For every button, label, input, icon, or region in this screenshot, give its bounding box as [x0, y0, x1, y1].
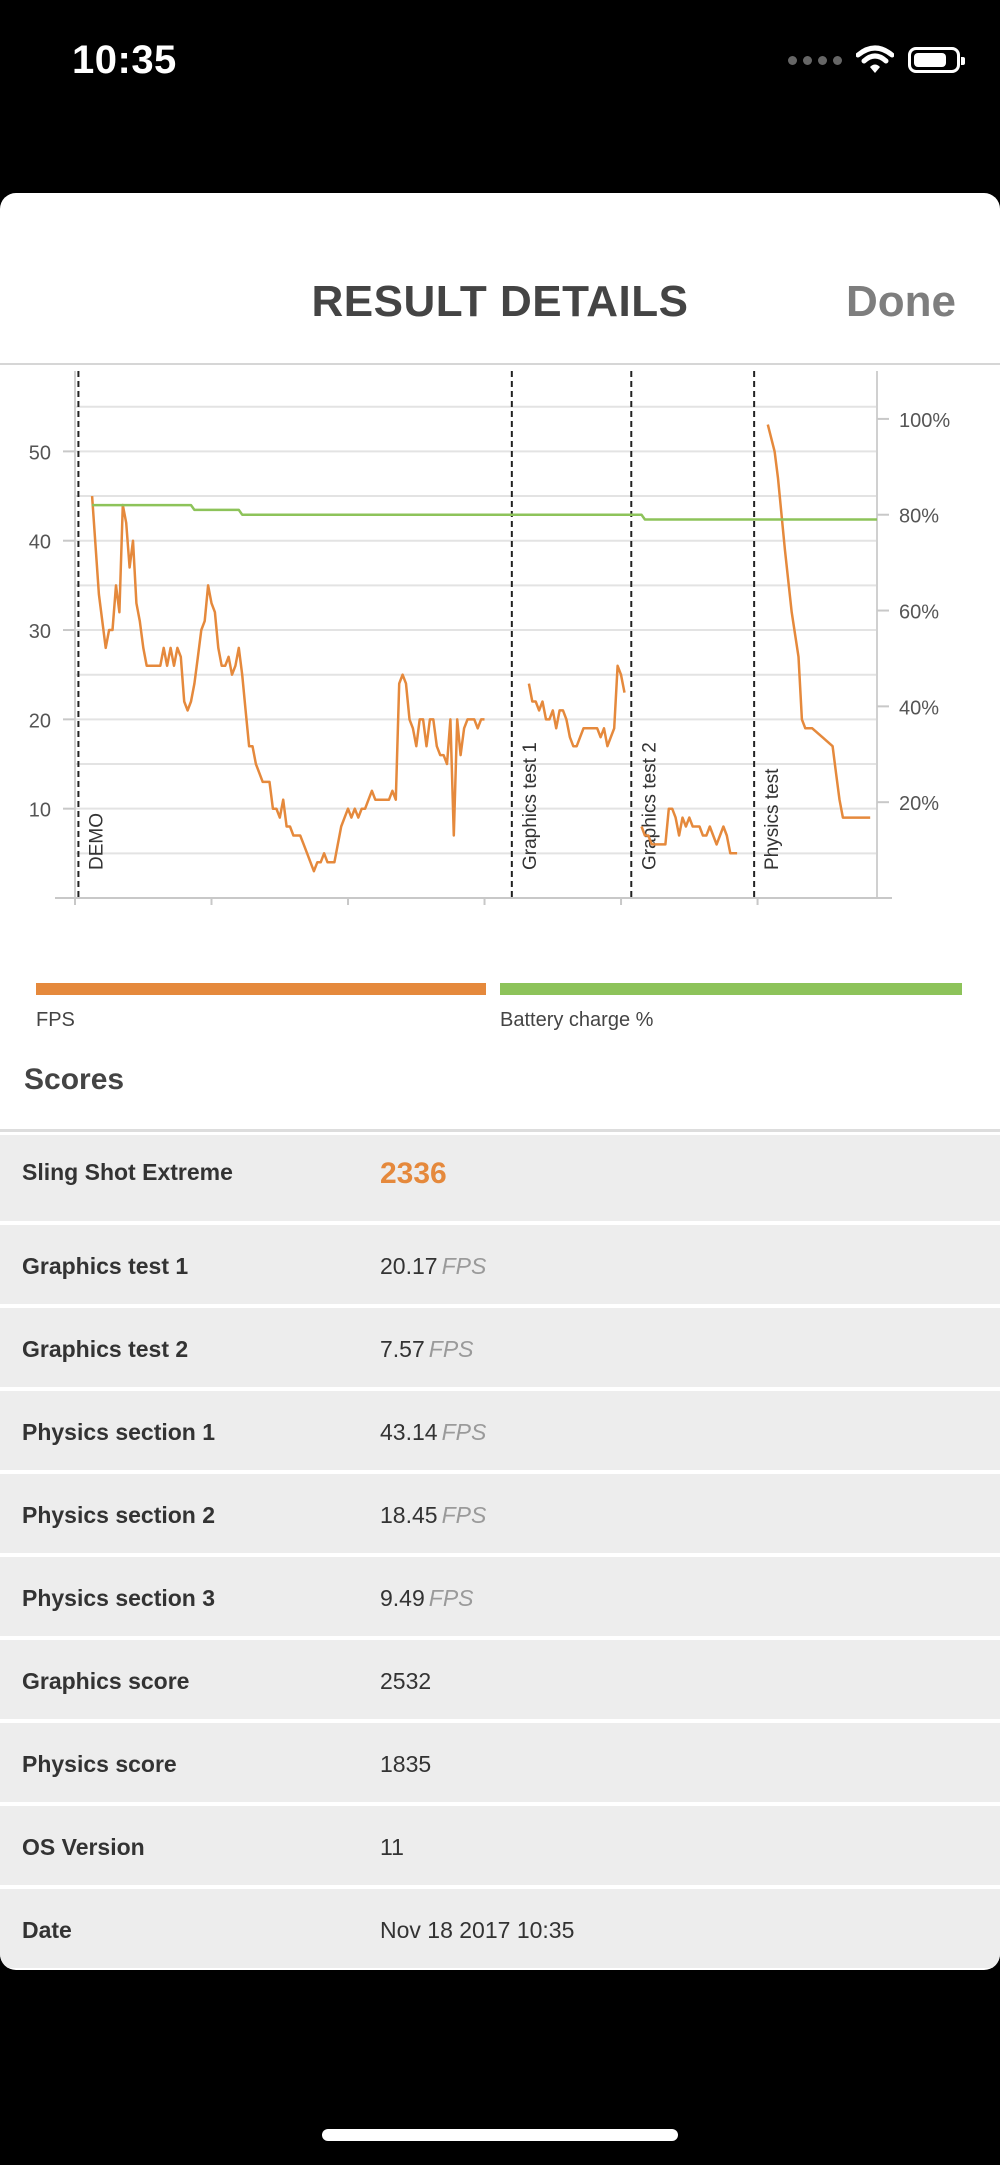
score-row: Graphics test 2 7.57 FPS	[0, 1308, 1000, 1387]
status-time: 10:35	[72, 38, 177, 82]
page-title: RESULT DETAILS	[311, 277, 689, 326]
fps-line	[90, 496, 485, 873]
fps-line	[527, 664, 626, 748]
battery-icon	[908, 47, 965, 73]
legend-battery-label: Battery charge %	[500, 1009, 654, 1031]
score-row: Physics section 2 18.45 FPS	[0, 1474, 1000, 1553]
legend-battery-swatch	[500, 983, 962, 995]
score-row: Physics score 1835	[0, 1723, 1000, 1802]
score-label: Date	[22, 1917, 72, 1943]
score-row: Graphics score 2532	[0, 1640, 1000, 1719]
legend-fps-label: FPS	[36, 1009, 75, 1031]
score-row: Date Nov 18 2017 10:35	[0, 1889, 1000, 1968]
fps-battery-chart: 102030405020%40%60%80%100%00:0000:4001:2…	[29, 371, 950, 905]
score-label: OS Version	[22, 1834, 145, 1860]
score-label: Physics section 1	[22, 1419, 216, 1445]
y-left-tick-label: 10	[29, 800, 51, 822]
score-row: OS Version 11	[0, 1806, 1000, 1885]
score-value: 11	[380, 1834, 404, 1860]
result-details-sheet: RESULT DETAILS Done 10 20 30 40 50 20% 40% 60% 8…	[0, 193, 1000, 1970]
score-label: Sling Shot Extreme	[22, 1159, 233, 1185]
cellular-signal-icon	[788, 55, 842, 65]
score-row: Physics section 1 43.14 FPS	[0, 1391, 1000, 1470]
y-left-tick-label: 50	[29, 442, 51, 464]
fps-line	[766, 424, 871, 819]
score-row: Physics section 3 9.49 FPS	[0, 1557, 1000, 1636]
chart-legend: FPS Battery charge %	[0, 983, 1000, 1043]
score-value: 1835	[380, 1751, 432, 1777]
done-button[interactable]: Done	[846, 277, 956, 326]
scores-divider	[0, 1129, 1000, 1132]
score-value: 2532	[380, 1668, 432, 1694]
legend-fps-swatch	[36, 983, 486, 995]
scores-table: Sling Shot Extreme 2336 Graphics test 1 …	[0, 1135, 1000, 1970]
fps-line	[640, 807, 738, 855]
section-label: DEMO	[86, 813, 107, 870]
wifi-icon	[856, 45, 894, 73]
score-label: Graphics test 2	[22, 1336, 189, 1362]
score-value: 7.57 FPS	[380, 1336, 474, 1362]
y-right-tick-label: 80%	[899, 506, 939, 528]
y-right-tick-label: 40%	[899, 697, 939, 719]
section-label: Physics test	[762, 768, 783, 870]
score-value: 18.45 FPS	[380, 1502, 487, 1528]
score-value: 9.49 FPS	[380, 1585, 474, 1611]
sheet-header: RESULT DETAILS Done	[0, 193, 1000, 365]
y-right-tick-label: 60%	[899, 602, 939, 624]
score-row: Graphics test 1 20.17 FPS	[0, 1225, 1000, 1304]
y-right-tick-label: 20%	[899, 793, 939, 815]
home-indicator[interactable]	[322, 2129, 678, 2141]
section-label: Graphics test 1	[520, 742, 541, 870]
score-value: Nov 18 2017 10:35	[380, 1917, 575, 1943]
score-value: 2336	[380, 1157, 447, 1190]
score-label: Physics section 2	[22, 1502, 216, 1528]
section-label: Graphics test 2	[639, 742, 660, 870]
score-label: Physics score	[22, 1751, 177, 1777]
status-bar: 10:35	[0, 0, 1000, 120]
y-right-tick-label: 100%	[899, 410, 950, 432]
score-value: 20.17 FPS	[380, 1253, 487, 1279]
y-left-tick-label: 40	[29, 532, 51, 554]
score-label: Physics section 3	[22, 1585, 216, 1611]
y-left-tick-label: 30	[29, 621, 51, 643]
scores-heading: Scores	[24, 1063, 125, 1096]
status-icons	[788, 40, 965, 80]
score-label: Graphics test 1	[22, 1253, 189, 1279]
battery-line	[92, 503, 877, 521]
score-row: Sling Shot Extreme 2336	[0, 1135, 1000, 1221]
score-label: Graphics score	[22, 1668, 190, 1694]
score-value: 43.14 FPS	[380, 1419, 487, 1445]
y-left-tick-label: 20	[29, 710, 51, 732]
